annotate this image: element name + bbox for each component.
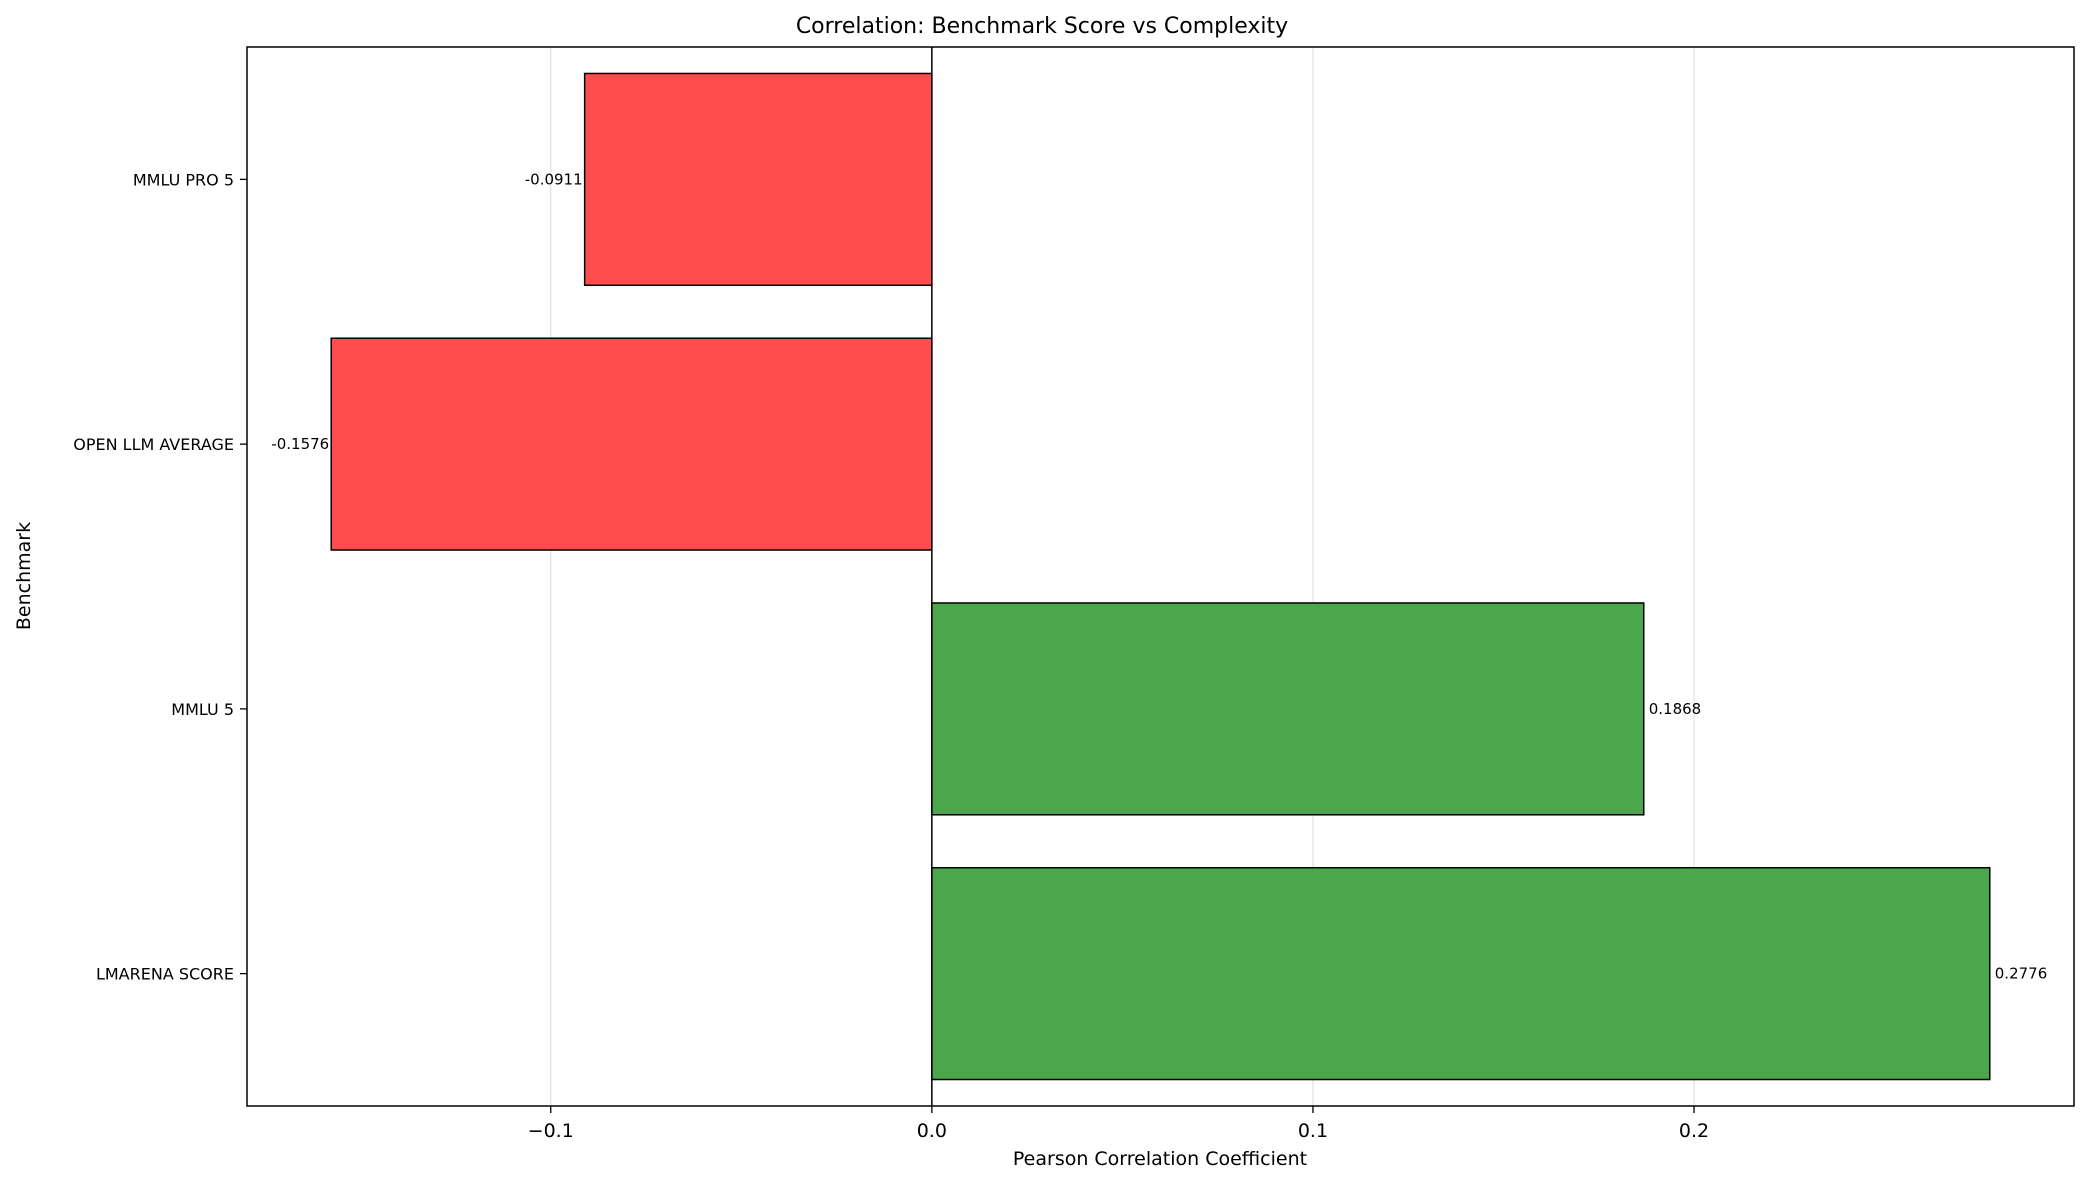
y-axis-ticks: MMLU PRO 5 OPEN LLM AVERAGE MMLU 5 LMARENA … xyxy=(73,170,247,984)
value-label: -0.1576 xyxy=(271,435,329,453)
bars xyxy=(330,72,1991,1081)
bar-mmlu-pro-5 xyxy=(583,72,933,287)
value-label: 0.2776 xyxy=(1995,965,2048,983)
x-tick-label: 0.2 xyxy=(1679,1120,1709,1142)
x-tick-label: 0.1 xyxy=(1298,1120,1328,1142)
bar-open-llm-average xyxy=(330,337,933,551)
y-tick-label: MMLU 5 xyxy=(171,700,234,719)
y-tick-label: MMLU PRO 5 xyxy=(133,170,234,189)
plot-frame xyxy=(246,46,2075,1107)
value-labels: -0.0911 -0.1576 0.1868 0.2776 xyxy=(271,170,2047,982)
value-label: 0.1868 xyxy=(1649,700,1702,718)
chart-title: Correlation: Benchmark Score vs Complexi… xyxy=(796,14,1288,39)
y-axis-label: Benchmark xyxy=(13,522,35,630)
y-tick-label: LMARENA SCORE xyxy=(96,965,234,984)
bar-lmarena-score xyxy=(931,866,1991,1081)
y-tick-label: OPEN LLM AVERAGE xyxy=(73,435,234,454)
x-tick-label: −0.1 xyxy=(528,1120,574,1142)
x-axis-label: Pearson Correlation Coefficient xyxy=(1013,1148,1307,1170)
value-label: -0.0911 xyxy=(525,170,583,188)
x-axis-ticks: −0.1 0.0 0.1 0.2 xyxy=(528,1106,1709,1142)
bar-mmlu-5 xyxy=(931,602,1645,816)
x-tick-label: 0.0 xyxy=(917,1120,947,1142)
